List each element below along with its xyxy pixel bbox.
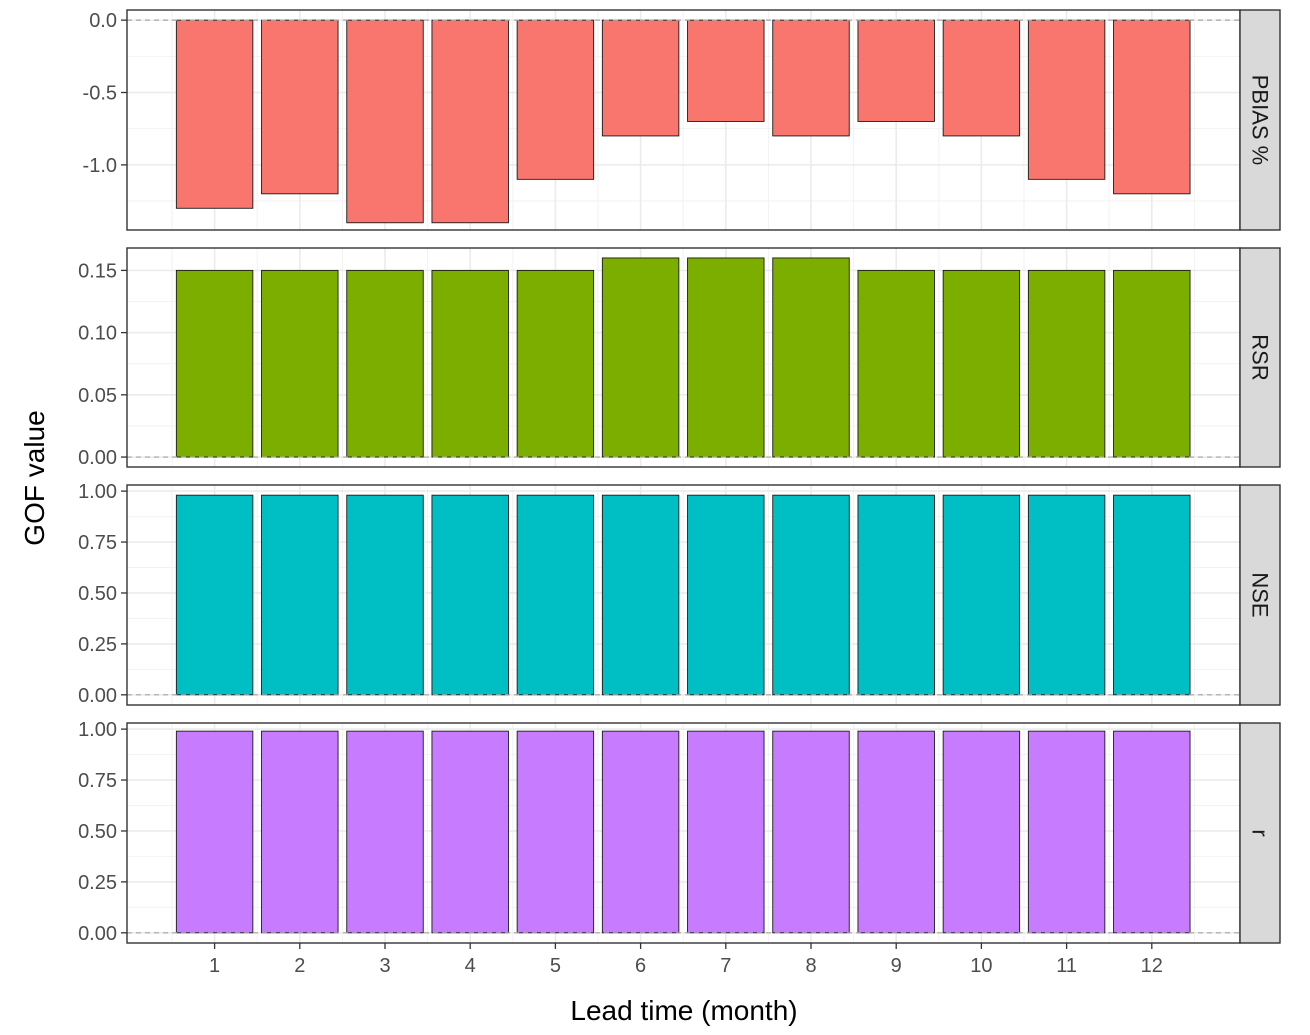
bar-r-3	[346, 730, 424, 934]
x-axis-title: Lead time (month)	[570, 995, 797, 1026]
facet-label: r	[1248, 829, 1273, 836]
y-tick-label: 0.0	[89, 10, 117, 32]
facet-strip	[1239, 247, 1281, 468]
x-tick-label: 10	[970, 955, 992, 977]
facet-label: NSE	[1248, 572, 1273, 617]
x-tick-label: 2	[294, 955, 305, 977]
bar-nse-6	[601, 494, 680, 696]
bar-nse-7	[687, 494, 765, 696]
y-tick-label: 1.00	[78, 481, 117, 503]
bar-pbias-7	[687, 19, 765, 122]
facet-strip	[1239, 484, 1281, 706]
x-tick-label: 8	[805, 955, 816, 977]
bar-rsr-12	[1113, 269, 1191, 458]
bar-rsr-7	[687, 257, 765, 458]
bar-nse-2	[261, 494, 339, 696]
bar-pbias-8	[772, 19, 850, 137]
facet-strip	[1239, 9, 1281, 231]
y-tick-label: 0.10	[78, 323, 117, 345]
bar-rsr-1	[175, 269, 254, 458]
bar-pbias-10	[942, 19, 1021, 137]
bar-nse-11	[1027, 494, 1106, 696]
y-tick-label: 0.05	[78, 385, 117, 407]
bar-pbias-4	[431, 19, 509, 224]
x-tick-label: 7	[720, 955, 731, 977]
x-tick-label: 9	[891, 955, 902, 977]
bar-rsr-3	[346, 269, 424, 458]
x-tick-label: 12	[1141, 955, 1163, 977]
x-tick-label: 4	[465, 955, 476, 977]
bar-r-4	[431, 730, 509, 934]
y-tick-label: 0.75	[78, 770, 117, 792]
bar-pbias-5	[516, 19, 595, 180]
facet-strip	[1239, 722, 1281, 944]
y-tick-label: 0.75	[78, 532, 117, 554]
bar-rsr-6	[601, 257, 680, 458]
bar-nse-8	[772, 494, 850, 696]
panel-1: 0.0 -0.5 -1.0 PBIAS %	[83, 9, 1281, 231]
y-tick-label: 0.25	[78, 634, 117, 656]
x-axis: 1 2 3 4 5 6 7 8 9 10 11 12	[209, 943, 1163, 977]
panel-2: 0.00 0.05 0.10 0.15 RSR	[78, 247, 1281, 469]
bar-nse-1	[175, 494, 254, 696]
y-tick-label: 1.00	[78, 719, 117, 741]
bar-nse-12	[1113, 494, 1191, 696]
bar-nse-5	[516, 494, 595, 696]
y-tick-label: -0.5	[83, 83, 117, 105]
bar-r-6	[601, 730, 680, 934]
bar-pbias-1	[175, 19, 254, 209]
x-tick-label: 5	[550, 955, 561, 977]
bar-r-9	[857, 730, 935, 934]
x-tick-label: 1	[209, 955, 220, 977]
bar-pbias-3	[346, 19, 424, 224]
bar-pbias-12	[1113, 19, 1191, 195]
bar-rsr-10	[942, 269, 1021, 458]
y-tick-label: 0.00	[78, 447, 117, 469]
bar-r-8	[772, 730, 850, 934]
y-tick-label: 0.00	[78, 923, 117, 945]
bar-pbias-6	[601, 19, 680, 137]
bar-nse-10	[942, 494, 1021, 696]
bar-rsr-11	[1027, 269, 1106, 458]
bar-r-7	[687, 730, 765, 934]
bar-r-1	[175, 730, 254, 934]
bar-r-10	[942, 730, 1021, 934]
panel-4: 0.00 0.25 0.50 0.75 1.00 r	[78, 719, 1281, 945]
y-tick-label: -1.0	[83, 155, 117, 177]
bar-rsr-9	[857, 269, 935, 458]
y-tick-label: 0.00	[78, 685, 117, 707]
bar-rsr-2	[261, 269, 339, 458]
x-tick-label: 3	[379, 955, 390, 977]
y-tick-label: 0.25	[78, 872, 117, 894]
y-axis-title: GOF value	[19, 410, 50, 545]
y-tick-label: 0.15	[78, 260, 117, 282]
bar-pbias-9	[857, 19, 935, 122]
y-tick-label: 0.50	[78, 821, 117, 843]
bar-r-12	[1113, 730, 1191, 934]
x-tick-label: 6	[635, 955, 646, 977]
bar-pbias-2	[261, 19, 339, 195]
bar-r-5	[516, 730, 595, 934]
bar-nse-9	[857, 494, 935, 696]
bar-r-2	[261, 730, 339, 934]
y-tick-label: 0.50	[78, 583, 117, 605]
bar-pbias-11	[1027, 19, 1106, 180]
bar-r-11	[1027, 730, 1106, 934]
x-tick-label: 11	[1056, 955, 1077, 977]
facet-label: RSR	[1248, 334, 1273, 380]
bar-rsr-8	[772, 257, 850, 458]
bar-rsr-4	[431, 269, 509, 458]
bar-nse-4	[431, 494, 509, 696]
bar-nse-3	[346, 494, 424, 696]
bar-rsr-5	[516, 269, 595, 458]
panel-3: 0.00 0.25 0.50 0.75 1.00 NSE	[78, 481, 1281, 707]
facet-label: PBIAS %	[1248, 75, 1273, 165]
